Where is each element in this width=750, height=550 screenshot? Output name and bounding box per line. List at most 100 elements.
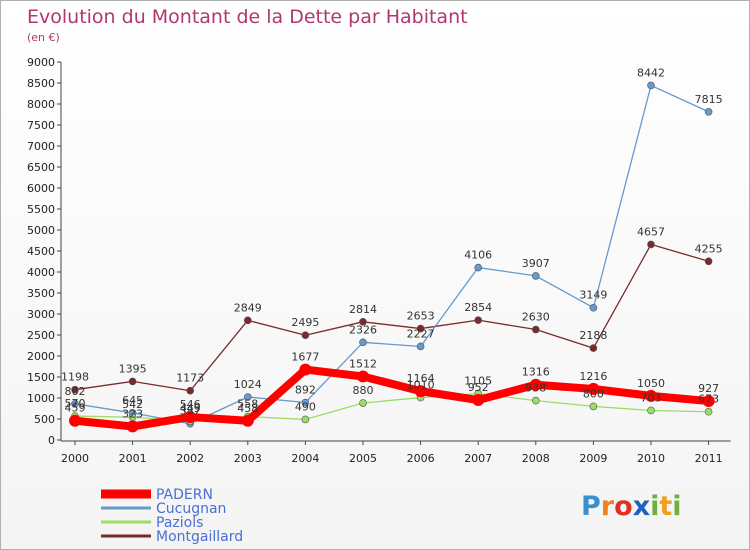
data-label: 1010 [407,379,435,392]
x-tick-label: 2007 [464,452,492,465]
data-label: 2326 [349,323,377,336]
x-tick-label: 2000 [61,452,89,465]
data-point [126,420,139,433]
data-label: 2849 [234,301,262,314]
data-point [474,263,483,272]
data-label: 2630 [522,311,550,324]
data-point [589,402,598,411]
x-tick-label: 2006 [407,452,435,465]
data-point [529,378,542,391]
data-label: 1198 [61,371,89,384]
y-tick-label: 500 [34,413,55,426]
data-label: 1050 [637,377,665,390]
y-tick-label: 7000 [27,140,55,153]
data-point [357,370,369,383]
data-label: 387 [180,405,201,418]
data-point [531,396,540,405]
data-point [301,331,310,340]
data-label: 449 [180,402,201,415]
data-point [647,406,655,415]
y-tick-label: 6500 [27,161,55,174]
x-tick-label: 2005 [349,452,377,465]
data-point [128,377,137,386]
data-point [69,414,81,427]
data-label: 1164 [407,372,435,385]
data-label: 459 [65,402,86,415]
data-point [244,393,252,401]
data-point [589,303,598,312]
data-point [301,398,310,407]
y-tick-label: 5500 [27,203,55,216]
data-point [414,385,427,398]
data-label: 2653 [407,310,435,323]
y-tick-label: 1000 [27,392,55,405]
data-point [359,399,367,407]
y-tick-label: 2500 [27,329,55,342]
data-point [531,272,540,280]
x-tick-label: 2008 [522,452,550,465]
chart-title: Evolution du Montant de la Dette par Hab… [27,6,468,28]
x-tick-label: 2010 [637,452,665,465]
x-tick-label: 2001 [119,452,147,465]
data-point [416,342,425,351]
series-line-montgaillard [74,243,710,392]
data-point [301,415,310,424]
data-label: 3907 [522,257,550,270]
data-label: 558 [237,398,258,411]
y-tick-label: 2000 [27,350,55,363]
data-label: 4106 [464,249,492,262]
data-point [702,395,715,408]
data-label: 1024 [234,378,262,391]
data-point [647,240,655,249]
data-label: 1216 [579,370,607,383]
data-point [704,107,713,116]
data-label: 8442 [637,66,665,79]
x-tick-label: 2004 [291,452,319,465]
y-tick-label: 9000 [27,56,55,69]
data-label: 703 [641,391,662,404]
series-line-cucugnan [74,84,710,425]
data-point [589,344,598,352]
legend-label: Cucugnan [156,501,226,517]
y-tick-label: 8500 [27,77,55,90]
data-point [474,316,483,324]
data-label: 892 [295,384,316,397]
data-point [186,386,194,395]
y-tick-label: 8000 [27,98,55,111]
data-point [359,338,367,347]
data-label: 542 [122,398,143,411]
x-tick-label: 2009 [579,452,607,465]
data-label: 2814 [349,303,377,316]
y-tick-label: 3500 [27,287,55,300]
data-label: 800 [583,387,604,400]
data-label: 323 [122,407,143,420]
data-point [71,399,79,408]
y-tick-label: 0 [48,434,55,447]
y-tick-label: 1500 [27,371,55,384]
data-point [472,394,485,407]
data-point [587,382,600,395]
data-label: 2227 [407,327,435,340]
data-point [531,325,540,334]
data-label: 673 [698,393,719,406]
data-label: 546 [180,398,201,411]
data-label: 1316 [522,366,550,379]
y-tick-label: 4000 [27,266,55,279]
y-tick-label: 7500 [27,119,55,132]
y-tick-label: 4500 [27,245,55,258]
data-point [645,389,657,402]
chart-subtitle: (en €) [27,31,60,44]
data-point [71,385,79,394]
proxiti-logo: Proxiti [581,491,682,522]
data-point [704,257,713,266]
data-label: 4255 [695,242,723,255]
data-point [704,407,713,416]
data-label: 4657 [637,225,665,238]
data-point [647,81,655,90]
data-label: 938 [525,382,546,395]
data-label: 458 [237,402,258,415]
legend-label: PADERN [156,487,213,503]
y-tick-label: 5000 [27,224,55,237]
